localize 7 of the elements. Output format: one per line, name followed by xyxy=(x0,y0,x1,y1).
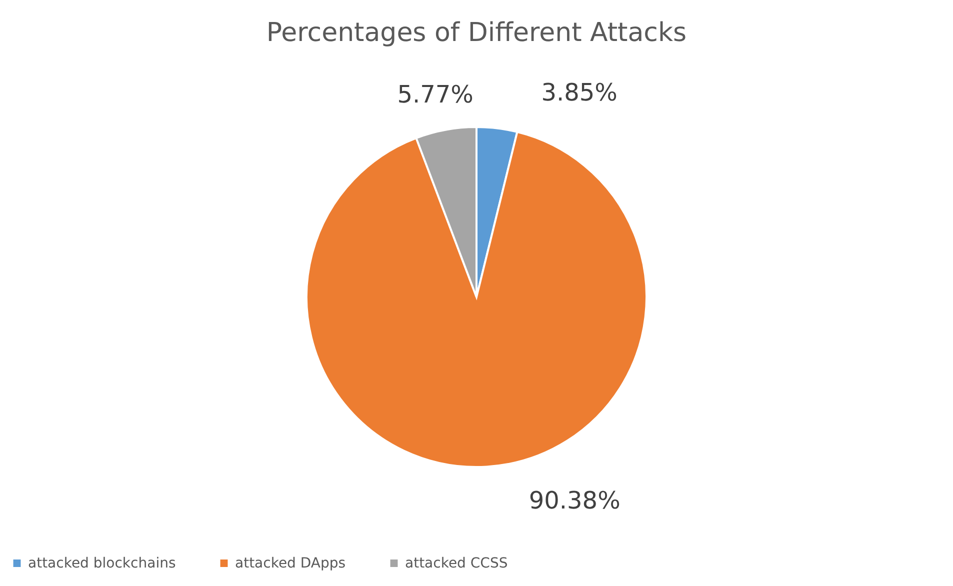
legend-label: attacked CCSS xyxy=(405,555,508,572)
data-label: 3.85% xyxy=(541,78,618,106)
chart-title: Percentages of Different Attacks xyxy=(266,18,687,48)
data-label: 90.38% xyxy=(528,486,620,515)
legend-label: attacked blockchains xyxy=(28,555,176,572)
legend-label: attacked DApps xyxy=(235,555,346,572)
data-label: 5.77% xyxy=(397,80,474,108)
